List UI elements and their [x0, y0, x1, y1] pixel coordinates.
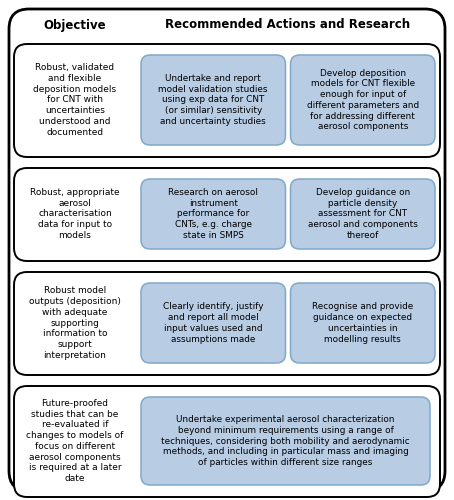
Text: Develop guidance on
particle density
assessment for CNT
aerosol and components
t: Develop guidance on particle density ass…: [308, 188, 418, 240]
Text: Robust, validated
and flexible
deposition models
for CNT with
uncertainties
unde: Robust, validated and flexible depositio…: [34, 63, 117, 136]
FancyBboxPatch shape: [141, 397, 430, 485]
FancyBboxPatch shape: [141, 179, 286, 249]
FancyBboxPatch shape: [291, 179, 435, 249]
FancyBboxPatch shape: [141, 55, 286, 145]
FancyBboxPatch shape: [291, 283, 435, 363]
Text: Undertake experimental aerosol characterization
beyond minimum requirements usin: Undertake experimental aerosol character…: [161, 415, 410, 467]
FancyBboxPatch shape: [14, 168, 440, 261]
FancyBboxPatch shape: [141, 283, 286, 363]
FancyBboxPatch shape: [14, 386, 440, 497]
Text: Robust model
outputs (deposition)
with adequate
supporting
information to
suppor: Robust model outputs (deposition) with a…: [29, 286, 121, 360]
Text: Recommended Actions and Research: Recommended Actions and Research: [165, 18, 410, 32]
Text: Recognise and provide
guidance on expected
uncertainties in
modelling results: Recognise and provide guidance on expect…: [312, 302, 414, 344]
Text: Objective: Objective: [44, 18, 106, 32]
FancyBboxPatch shape: [291, 55, 435, 145]
Text: Undertake and report
model validation studies
using exp data for CNT
(or similar: Undertake and report model validation st…: [158, 74, 268, 126]
Text: Clearly identify, justify
and report all model
input values used and
assumptions: Clearly identify, justify and report all…: [163, 302, 263, 344]
Text: Future-proofed
studies that can be
re-evaluated if
changes to models of
focus on: Future-proofed studies that can be re-ev…: [26, 399, 123, 483]
Text: Robust, appropriate
aerosol
characterisation
data for input to
models: Robust, appropriate aerosol characterisa…: [30, 188, 120, 240]
Text: Develop deposition
models for CNT flexible
enough for input of
different paramet: Develop deposition models for CNT flexib…: [307, 68, 419, 132]
FancyBboxPatch shape: [9, 9, 445, 491]
FancyBboxPatch shape: [14, 44, 440, 157]
FancyBboxPatch shape: [14, 272, 440, 375]
Text: Research on aerosol
instrument
performance for
CNTs, e.g. charge
state in SMPS: Research on aerosol instrument performan…: [168, 188, 258, 240]
